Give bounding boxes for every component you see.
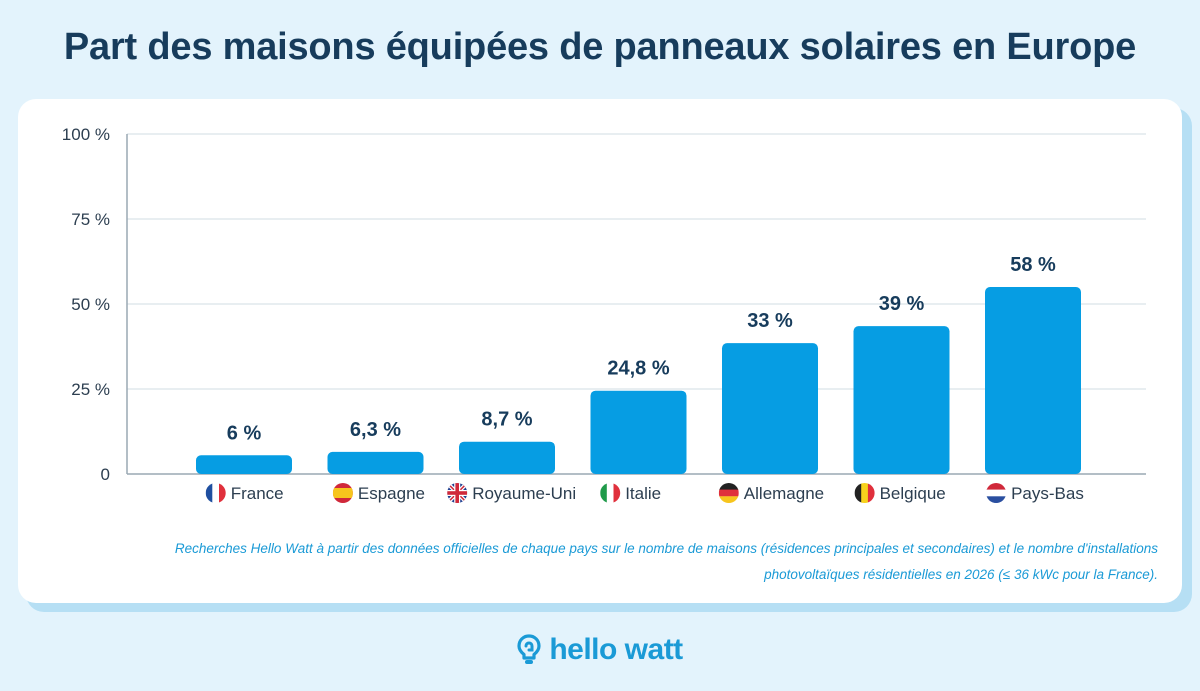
data-label: 39 % (879, 293, 925, 315)
lightbulb-icon (517, 634, 541, 664)
category-label: Allemagne (744, 484, 824, 503)
y-tick-label: 100 % (62, 125, 110, 144)
category-label: Italie (625, 484, 661, 503)
y-tick-label: 25 % (71, 380, 110, 399)
source-note-line-2: photovoltaïques résidentielles en 2026 (… (764, 567, 1158, 582)
data-label: 24,8 % (607, 358, 669, 380)
flag-france-icon (205, 483, 226, 503)
bar-allemagne (722, 343, 818, 474)
data-label: 58 % (1010, 254, 1056, 276)
category-label: France (231, 484, 284, 503)
source-note-line-1: Recherches Hello Watt à partir des donné… (174, 541, 1158, 556)
flag-netherlands-icon (986, 483, 1007, 503)
chart-card: 0 25 % 50 % 75 % 100 % 6 % France 6,3 % Espagne 8… (18, 99, 1182, 603)
bar-italie (590, 390, 687, 474)
data-label: 8,7 % (481, 409, 532, 431)
flag-belgium-icon (854, 483, 875, 503)
footer: hello watt (0, 630, 1200, 670)
y-tick-label: 50 % (71, 295, 110, 314)
bar-chart: 0 25 % 50 % 75 % 100 % 6 % France 6,3 % Espagne 8… (62, 125, 1146, 503)
bar-pays-bas (985, 287, 1081, 474)
category-label: Royaume-Uni (472, 484, 576, 503)
category-label: Espagne (358, 484, 425, 503)
bar-belgique (853, 326, 950, 474)
brand-name: hello watt (549, 633, 683, 666)
category-label: Belgique (880, 484, 946, 503)
y-tick-label: 0 (101, 465, 110, 484)
data-label: 6,3 % (350, 419, 401, 441)
bar-espagne (327, 451, 424, 474)
page-title: Part des maisons équipées de panneaux so… (63, 26, 1137, 68)
bar-royaume-uni (459, 441, 555, 474)
flag-uk-icon (447, 483, 468, 503)
data-label: 6 % (227, 422, 262, 444)
hello-watt-logo[interactable]: hello watt (517, 633, 683, 667)
flag-italy-icon (600, 483, 621, 503)
source-note: Recherches Hello Watt à partir des donné… (58, 536, 1158, 588)
flag-spain-icon (332, 483, 353, 503)
data-label: 33 % (747, 310, 793, 332)
flag-germany-icon (718, 483, 739, 503)
bar-france (196, 455, 292, 474)
category-label: Pays-Bas (1011, 484, 1084, 503)
y-tick-label: 75 % (71, 210, 110, 229)
